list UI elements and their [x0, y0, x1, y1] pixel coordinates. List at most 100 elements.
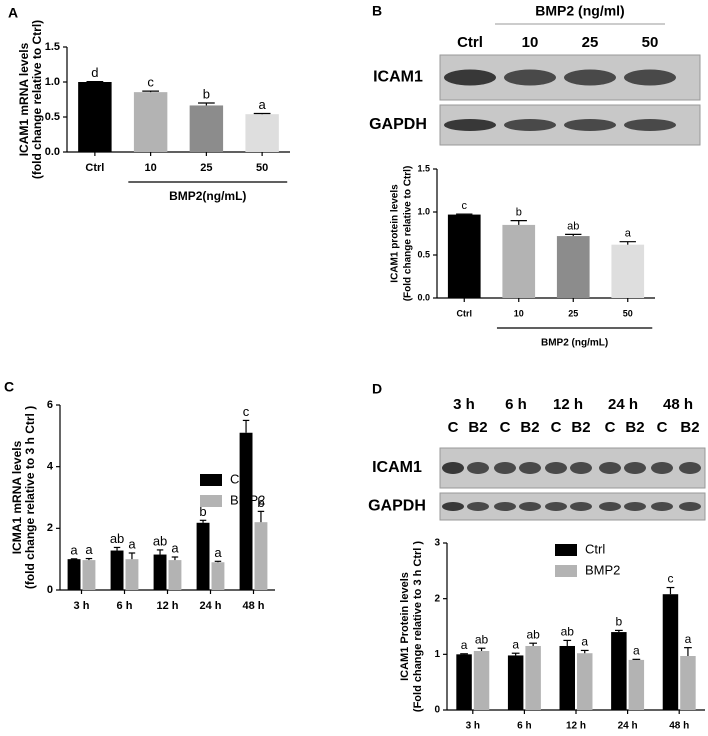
lane-label: Ctrl [457, 34, 483, 51]
significance-letter: a [581, 635, 588, 649]
significance-letter: ab [567, 220, 579, 232]
bar [67, 559, 81, 590]
blot-row-label: ICAM1 [373, 69, 423, 86]
bar [82, 560, 96, 590]
bar [680, 656, 696, 710]
y-tick-label: 3 [434, 538, 440, 549]
bar [559, 645, 575, 710]
time-label: 12 h [553, 396, 583, 413]
significance-letter: ab [561, 625, 575, 639]
x-tick-label: 25 [200, 162, 212, 174]
x-tick-label: 3 h [74, 600, 90, 612]
blot-band [467, 502, 489, 511]
lane-label: C [657, 419, 668, 436]
lane-label: C [551, 419, 562, 436]
x-tick-label: 12 h [566, 721, 586, 732]
lane-label: 25 [582, 34, 599, 51]
blot-band [624, 69, 676, 86]
panel-label: B [372, 3, 382, 19]
significance-letter: a [85, 542, 93, 557]
y-tick-label: 0.0 [45, 146, 60, 158]
significance-letter: a [461, 638, 468, 652]
y-axis-label: (fold change relative to 3 h Ctrl ) [23, 406, 37, 589]
legend-label: Ctrl [585, 541, 605, 556]
blot-row-label: ICAM1 [372, 459, 422, 476]
group-label: BMP2 (ng/mL) [541, 338, 608, 349]
lane-label: C [500, 419, 511, 436]
blot-band [679, 462, 701, 474]
significance-letter: c [667, 572, 673, 586]
panel-label: D [372, 381, 382, 397]
significance-letter: a [70, 542, 78, 557]
significance-letter: c [243, 404, 250, 419]
y-tick-label: 1.5 [45, 41, 60, 53]
panel-label: C [4, 379, 14, 395]
blot-band [624, 502, 646, 511]
y-tick-label: 6 [47, 399, 53, 411]
significance-letter: ab [475, 632, 489, 646]
bar [577, 653, 593, 710]
x-tick-label: 50 [623, 308, 633, 318]
bar [196, 522, 210, 590]
x-tick-label: 6 h [117, 600, 133, 612]
bar [473, 650, 490, 710]
blot-band [545, 462, 567, 474]
x-tick-label: 10 [145, 162, 157, 174]
time-label: 6 h [505, 396, 527, 413]
y-tick-label: 0 [434, 705, 440, 716]
y-tick-label: 2 [434, 593, 440, 604]
y-tick-label: 0.5 [45, 111, 60, 123]
lane-label: B2 [680, 419, 699, 436]
legend-swatch [200, 495, 222, 507]
blot-band [651, 462, 673, 474]
blot-band [570, 462, 592, 474]
bar [254, 522, 268, 590]
bar [189, 105, 224, 152]
y-axis-label: ICMA1 mRNA levels [10, 440, 24, 554]
significance-letter: b [199, 504, 206, 519]
x-tick-label: 10 [514, 308, 524, 318]
significance-letter: b [257, 495, 264, 510]
y-tick-label: 1.0 [417, 206, 430, 216]
x-tick-label: 3 h [466, 721, 480, 732]
bar [456, 654, 472, 710]
significance-letter: b [516, 207, 522, 219]
significance-letter: a [512, 637, 519, 651]
panel-label: A [8, 5, 18, 21]
blot-band [504, 69, 556, 86]
blot-band [442, 462, 464, 474]
bar [556, 236, 590, 298]
blot-row-label: GAPDH [368, 498, 426, 515]
blot-band [599, 502, 621, 511]
legend-label: BMP2 [230, 492, 265, 507]
y-tick-label: 0 [47, 584, 53, 596]
bar [168, 560, 182, 590]
time-label: 3 h [453, 396, 475, 413]
bar [245, 114, 279, 152]
time-label: 48 h [663, 396, 693, 413]
blot-band [444, 119, 496, 131]
y-tick-label: 1 [434, 649, 440, 660]
bar [211, 562, 225, 590]
bar [611, 244, 645, 298]
blot-band [624, 462, 646, 474]
lane-label: 50 [642, 34, 659, 51]
blot-band [444, 69, 496, 86]
bar [447, 214, 481, 298]
blot-band [564, 119, 616, 131]
y-axis-label: ICAM1 Protein levels [399, 572, 411, 681]
significance-letter: c [147, 75, 154, 90]
group-label: BMP2(ng/mL) [169, 189, 246, 203]
y-axis-label: ICAM1 protein levels [390, 184, 401, 283]
blot-band [442, 502, 464, 511]
lane-label: B2 [520, 419, 539, 436]
bar [133, 92, 168, 152]
blot-band [651, 502, 673, 511]
bar [628, 659, 645, 710]
y-tick-label: 2 [47, 522, 53, 534]
significance-letter: a [259, 97, 267, 112]
significance-letter: b [616, 615, 623, 629]
significance-letter: a [633, 644, 640, 658]
significance-letter: a [214, 545, 222, 560]
y-axis-label: ICAM1 mRNA levels [17, 42, 31, 156]
